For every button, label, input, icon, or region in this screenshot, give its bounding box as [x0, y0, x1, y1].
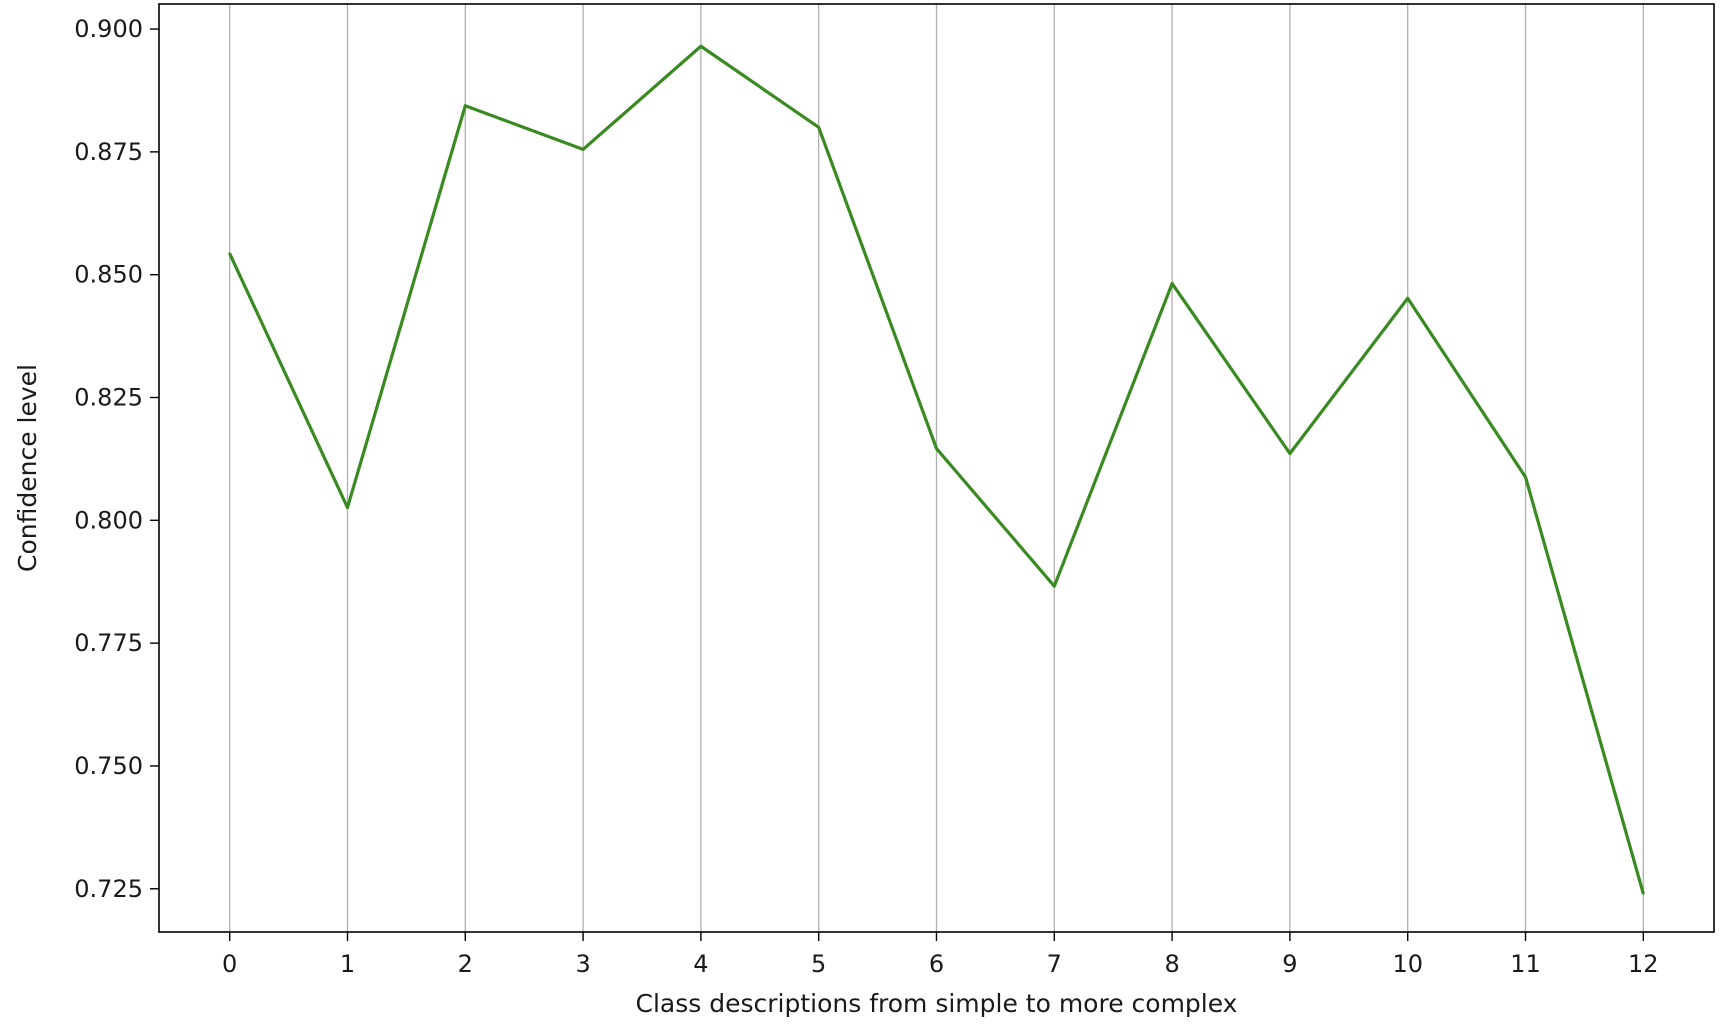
x-tick-label: 12	[1628, 950, 1659, 978]
y-tick-label: 0.875	[74, 138, 143, 166]
x-tick-label: 1	[340, 950, 355, 978]
x-tick-label: 4	[693, 950, 708, 978]
data-point	[346, 506, 349, 509]
data-point	[817, 126, 820, 129]
data-point	[1642, 892, 1645, 895]
x-tick-label: 6	[929, 950, 944, 978]
data-point	[699, 45, 703, 48]
data-point	[1170, 282, 1174, 285]
y-axis-label: Confidence level	[13, 364, 42, 572]
data-point	[581, 148, 585, 151]
x-tick-label: 11	[1510, 950, 1541, 978]
y-tick-label: 0.900	[74, 15, 143, 43]
y-tick-label: 0.750	[74, 752, 143, 780]
x-tick-label: 8	[1164, 950, 1179, 978]
y-tick-label: 0.850	[74, 261, 143, 289]
data-point	[1053, 584, 1056, 588]
x-tick-label: 2	[458, 950, 473, 978]
data-point	[228, 252, 231, 255]
y-tick-label: 0.825	[74, 384, 143, 412]
x-tick-label: 5	[811, 950, 826, 978]
data-point	[464, 104, 467, 107]
series-layer	[228, 44, 1645, 895]
data-point	[1524, 475, 1527, 479]
y-tick-label: 0.775	[74, 629, 143, 657]
y-tick-label: 0.725	[74, 875, 143, 903]
y-tick-label: 0.800	[74, 506, 143, 534]
x-tick-label: 10	[1392, 950, 1423, 978]
grid-lines	[229, 4, 1644, 932]
data-point	[1406, 297, 1409, 300]
x-tick-label: 0	[222, 950, 237, 978]
x-axis-label: Class descriptions from simple to more c…	[636, 989, 1238, 1018]
x-tick-label: 9	[1282, 950, 1297, 978]
x-tick-label: 3	[575, 950, 590, 978]
data-point	[935, 447, 938, 450]
data-point	[1288, 452, 1292, 455]
axis-ticks: 0 1 2 3 4 5 6 7 8 9 10 11 120.7250.7500.7750.8000.82…	[74, 15, 1658, 978]
x-tick-label: 7	[1047, 950, 1062, 978]
